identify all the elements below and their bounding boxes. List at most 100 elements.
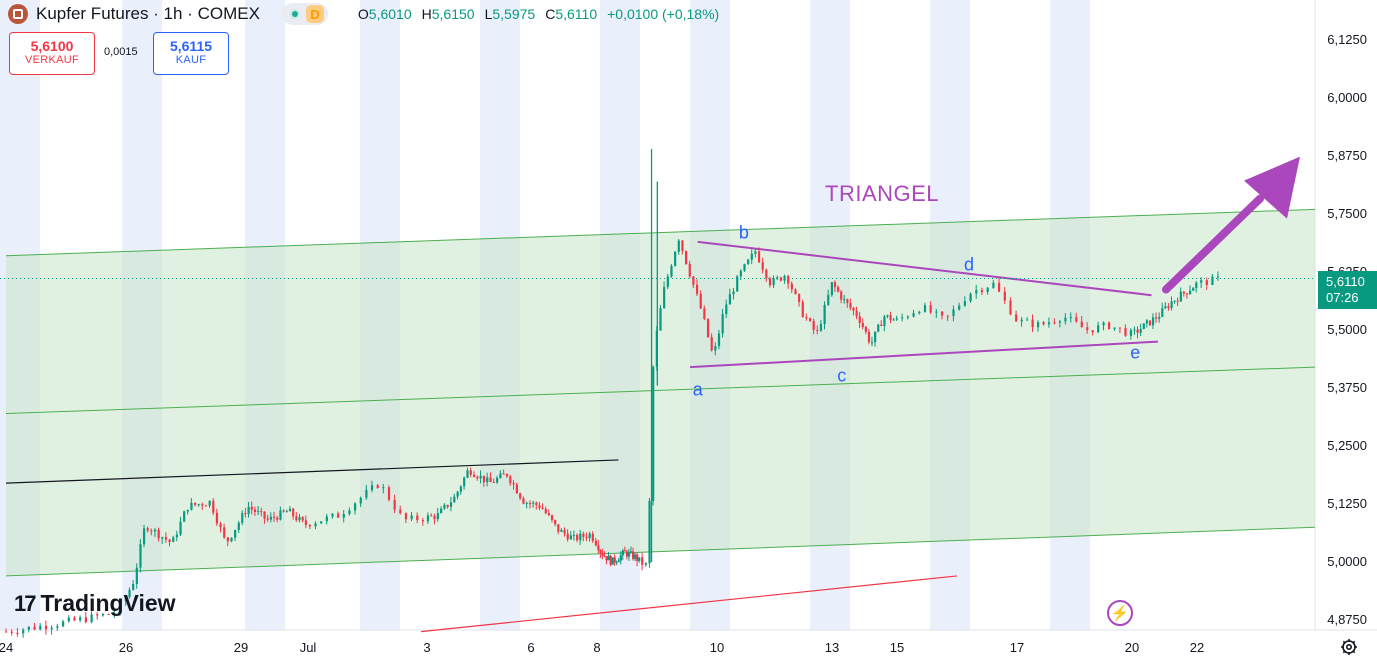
- candle-body: [877, 324, 880, 332]
- candle-body: [101, 613, 105, 616]
- sell-label: VERKAUF: [24, 54, 80, 66]
- wave-label-a: a: [692, 379, 703, 400]
- candle-body: [279, 510, 282, 520]
- candle-body: [212, 500, 215, 513]
- candle-body: [440, 508, 443, 514]
- candle-body: [354, 503, 357, 511]
- candle-body: [519, 493, 522, 499]
- candle-body: [747, 259, 750, 265]
- candle-body: [56, 626, 59, 628]
- candle-body: [257, 511, 260, 513]
- candle-body: [621, 550, 624, 556]
- candle-body: [776, 277, 779, 279]
- candle-body: [714, 346, 717, 351]
- candle-body: [1124, 328, 1127, 336]
- sell-button[interactable]: 5,6100 VERKAUF: [9, 32, 95, 75]
- triangle-upper-line: [697, 240, 1152, 297]
- candle-body: [858, 316, 861, 323]
- candle-body: [128, 589, 131, 598]
- candle-body: [674, 251, 677, 266]
- candle-body: [895, 318, 898, 320]
- countdown-timer: 07:26: [1326, 290, 1359, 305]
- candle-body: [194, 502, 197, 505]
- buy-button[interactable]: 5,6115 KAUF: [153, 32, 229, 75]
- price-tick-label: 5,7500: [1327, 206, 1367, 221]
- candle-body: [416, 515, 419, 521]
- candle-body: [157, 529, 160, 539]
- candle-body: [1136, 329, 1139, 333]
- candle-body: [717, 333, 721, 347]
- candle-body: [588, 533, 591, 539]
- candle-body: [644, 563, 647, 565]
- black-resistance-line: [5, 459, 619, 484]
- candle-body: [39, 625, 42, 630]
- candle-body: [754, 251, 757, 254]
- candle-body: [619, 555, 622, 561]
- candle-body: [1182, 291, 1186, 294]
- candle-body: [560, 529, 563, 532]
- candle-body: [634, 554, 637, 559]
- symbol-title[interactable]: Kupfer Futures · 1h · COMEX: [36, 4, 260, 23]
- candle-body: [175, 534, 178, 538]
- time-tick-label: 22: [1189, 640, 1205, 655]
- candle-body: [1139, 329, 1142, 333]
- wave-label-d: d: [963, 254, 975, 275]
- buy-label: KAUF: [175, 54, 207, 66]
- time-tick-label: 24: [0, 640, 14, 655]
- candle-body: [430, 515, 433, 517]
- candle-body: [880, 324, 883, 327]
- candle-body: [183, 511, 186, 522]
- candle-body: [576, 534, 579, 541]
- candle-body: [652, 366, 655, 501]
- candle-body: [563, 529, 566, 534]
- candle-body: [1176, 300, 1179, 302]
- candle-body: [768, 278, 772, 286]
- candle-body: [331, 513, 334, 517]
- wave-label-b: b: [738, 222, 749, 243]
- candle-body: [627, 552, 631, 557]
- status-pill[interactable]: D: [281, 3, 328, 25]
- breakout-arrow-head: [1244, 156, 1300, 219]
- candle-body: [186, 509, 189, 512]
- candle-body: [476, 476, 479, 479]
- candle-body: [1151, 317, 1155, 326]
- candle-body: [952, 309, 955, 317]
- candle-body: [190, 502, 193, 510]
- last-price-value: 5,6110: [1326, 274, 1365, 289]
- time-tick-label: 29: [233, 640, 249, 655]
- candle-body: [230, 537, 233, 542]
- candle-body: [1042, 322, 1045, 325]
- candle-body: [376, 485, 379, 488]
- candle-body: [1069, 317, 1072, 319]
- candle-body: [603, 555, 606, 557]
- channel-upper-line: [5, 208, 1316, 257]
- tradingview-mark-icon: 17: [14, 590, 37, 616]
- lightning-icon[interactable]: ⚡: [1107, 600, 1133, 626]
- gear-icon[interactable]: [1340, 638, 1358, 656]
- time-tick-label: Jul: [299, 640, 317, 655]
- symbol-icon[interactable]: [8, 4, 28, 24]
- candle-body: [113, 613, 116, 615]
- candle-body: [750, 253, 753, 260]
- candle-body: [204, 505, 208, 507]
- candle-body: [801, 301, 804, 318]
- candle-body: [496, 477, 499, 483]
- candle-body: [617, 560, 620, 562]
- candle-body: [585, 536, 588, 539]
- price-tick-label: 5,8750: [1327, 148, 1367, 163]
- candle-body: [613, 557, 616, 563]
- candle-body: [410, 515, 413, 520]
- candle-body: [761, 262, 764, 270]
- candle-body: [1108, 322, 1111, 329]
- candle-body: [27, 626, 30, 630]
- candle-body: [579, 533, 582, 541]
- channel-middle-line: [5, 366, 1316, 415]
- tradingview-logo[interactable]: 17 TradingView: [14, 590, 176, 617]
- candle-body: [958, 305, 961, 310]
- candle-body: [532, 502, 535, 504]
- ohlc-readout: O5,6010 H5,6150 L5,5975 C5,6110 +0,0100 …: [358, 6, 719, 22]
- candle-body: [1047, 322, 1051, 325]
- candle-body: [308, 525, 311, 527]
- channel-fill: [6, 209, 1315, 576]
